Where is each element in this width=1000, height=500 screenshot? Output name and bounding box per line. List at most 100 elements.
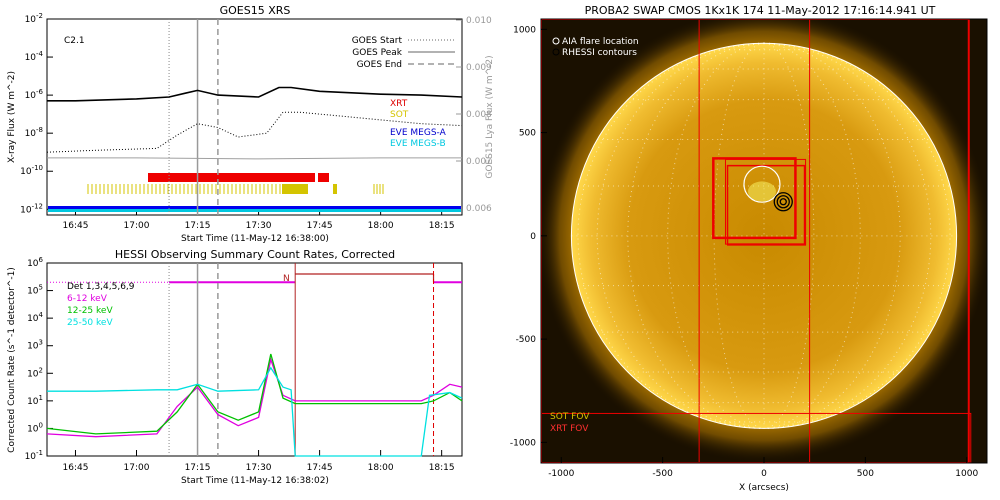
goes-legend-peak: GOES Peak: [352, 48, 402, 58]
x-tick-label: 17:30: [246, 221, 272, 231]
flare-class-label: C2.1: [64, 36, 85, 46]
flare-fov-box: [712, 157, 797, 240]
flare-brightening: [747, 181, 776, 202]
xrt-fov-label: XRT FOV: [550, 424, 589, 434]
y-tick-label: -500: [516, 335, 537, 345]
goes-series-line: [47, 86, 463, 102]
longitude-line: [713, 42, 765, 429]
eve-megs-b-bar: [48, 209, 461, 212]
heliographic-grid: [571, 42, 957, 429]
y-tick-label: 104: [27, 311, 43, 324]
y-tick-label: 10-8: [25, 126, 43, 139]
goes-series: [46, 86, 463, 160]
x-tick-label: 17:00: [124, 463, 150, 473]
y-tick-label: 10-10: [20, 164, 43, 177]
goes-series-line: [47, 157, 462, 160]
x-tick-label: 18:00: [368, 463, 394, 473]
goes-xlabel: Start Time (11-May-12 16:38:00): [181, 234, 329, 244]
goes-ylabel: X-ray Flux (W m^-2): [7, 71, 17, 163]
xrt-coverage-bar: [148, 173, 315, 182]
sot-coverage-bar: [282, 184, 308, 194]
x-tick-label: -500: [652, 469, 673, 479]
y-tick-label: 10-12: [20, 202, 43, 215]
eve-megs-a-bar: [48, 206, 461, 209]
y2-tick-label: 0.008: [466, 110, 492, 120]
hessi-series: [46, 353, 463, 457]
y-tick-label: 10-1: [25, 449, 43, 462]
x-tick-label: 17:15: [185, 221, 211, 231]
x-tick-label: 1000: [955, 469, 978, 479]
goes-legend-start: GOES Start: [352, 36, 403, 46]
x-tick-label: 17:45: [307, 221, 333, 231]
xrt-label: XRT: [390, 99, 408, 109]
sot-fov-label: SOT FOV: [550, 412, 590, 422]
hessi-panel: HESSI Observing Summary Count Rates, Cor…: [7, 248, 463, 486]
sot-label: SOT: [390, 110, 409, 120]
y-tick-label: 101: [27, 394, 43, 407]
goes-title: GOES15 XRS: [220, 4, 291, 17]
aia-legend-label: AIA flare location: [562, 37, 639, 47]
longitude-line: [763, 42, 951, 429]
rhessi-contour: [779, 198, 787, 206]
swap-y-ticks: -1000 -500 0 500 1000: [510, 25, 547, 448]
solar-disk: [570, 42, 958, 429]
y-tick-label: 105: [27, 284, 43, 297]
y-tick-label: 10-4: [25, 50, 44, 63]
y-tick-label: 106: [27, 256, 43, 269]
night-label: N: [283, 274, 290, 284]
hessi-y-ticks: 10-1 100 101 102 103 104 105 106: [25, 256, 53, 462]
hessi-series-line: [47, 366, 463, 457]
swap-panel: PROBA2 SWAP CMOS 1Kx1K 174 11-May-2012 1…: [510, 4, 988, 493]
goes-legend: GOES Start GOES Peak GOES End: [352, 36, 455, 70]
y-tick-label: 0: [530, 232, 536, 242]
rhessi-contour: [776, 195, 790, 209]
x-tick-label: 17:45: [307, 463, 333, 473]
longitude-line: [763, 42, 901, 429]
x-tick-label: 17:00: [124, 221, 150, 231]
goes-y2-ticks: 0.006 0.007 0.008 0.009 0.010: [456, 16, 492, 214]
y-tick-label: 10-2: [25, 12, 43, 25]
y-tick-label: 500: [519, 129, 536, 139]
y-tick-label: 102: [27, 366, 43, 379]
hessi-x-ticks: 16:45 17:00 17:15 17:30 17:45 18:00 18:15: [63, 450, 455, 473]
x-tick-label: 17:15: [185, 463, 211, 473]
hessi-series-line: [46, 357, 463, 438]
night-markers: [47, 263, 462, 456]
eve-megs-a-label: EVE MEGS-A: [390, 128, 447, 138]
x-tick-label: 0: [761, 469, 767, 479]
goes-series-line: [46, 111, 463, 153]
hessi-event-lines: [168, 263, 219, 456]
swap-xlabel: X (arcsecs): [739, 483, 789, 493]
longitude-line: [763, 42, 815, 429]
x-tick-label: 18:15: [429, 221, 455, 231]
flare-location-markers: [743, 165, 793, 212]
y-tick-label: 100: [27, 421, 43, 434]
hessi-legend: Det 1,3,4,5,6,9 6-12 keV 12-25 keV 25-50…: [67, 282, 135, 328]
x-tick-label: 16:45: [63, 221, 89, 231]
y-tick-label: -1000: [510, 438, 536, 448]
hessi-plot-frame: [46, 262, 463, 457]
longitude-line: [577, 42, 765, 429]
flare-fov-box: [727, 165, 807, 246]
longitude-line: [627, 42, 765, 429]
goes-y-ticks: 10-12 10-10 10-8 10-6 10-4 10-2: [20, 12, 53, 215]
sot-coverage-bar: [333, 184, 337, 194]
y2-tick-label: 0.009: [466, 63, 492, 73]
x-tick-label: 16:45: [63, 463, 89, 473]
y-tick-label: 1000: [513, 25, 536, 35]
eve-megs-b-label: EVE MEGS-B: [390, 139, 446, 149]
swap-title: PROBA2 SWAP CMOS 1Kx1K 174 11-May-2012 1…: [585, 4, 936, 17]
rhessi-legend-label: RHESSI contours: [562, 48, 637, 58]
y2-tick-label: 0.007: [466, 157, 492, 167]
rhessi-contour: [773, 192, 793, 212]
y2-tick-label: 0.010: [466, 16, 492, 26]
y2-tick-label: 0.006: [466, 204, 492, 214]
hessi-series-line: [46, 353, 463, 435]
goes-x-ticks: 16:45 17:00 17:15 17:30 17:45 18:00 18:15: [63, 209, 455, 231]
aia-flare-location-marker: [743, 165, 781, 203]
aia-legend-symbol: [552, 37, 560, 45]
instrument-coverage-bars: [48, 173, 461, 212]
goes-legend-end: GOES End: [357, 60, 402, 70]
x-tick-label: 18:00: [368, 221, 394, 231]
